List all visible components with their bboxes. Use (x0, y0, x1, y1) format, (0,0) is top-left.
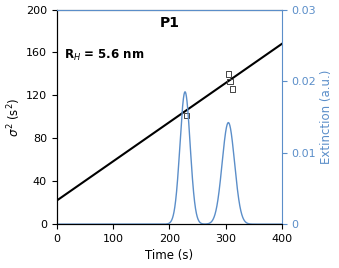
X-axis label: Time (s): Time (s) (145, 250, 193, 262)
Point (230, 87, 235, 91)
Y-axis label: Extinction (a.u.): Extinction (a.u.) (320, 70, 334, 164)
Text: R$_{H}$ = 5.6 nm: R$_{H}$ = 5.6 nm (63, 48, 144, 63)
Point (227, 79, 233, 84)
Point (183, 114, 189, 118)
Text: P1: P1 (159, 16, 179, 30)
Y-axis label: $\sigma^2$ (s$^2$): $\sigma^2$ (s$^2$) (5, 97, 23, 136)
Point (226, 72, 231, 76)
